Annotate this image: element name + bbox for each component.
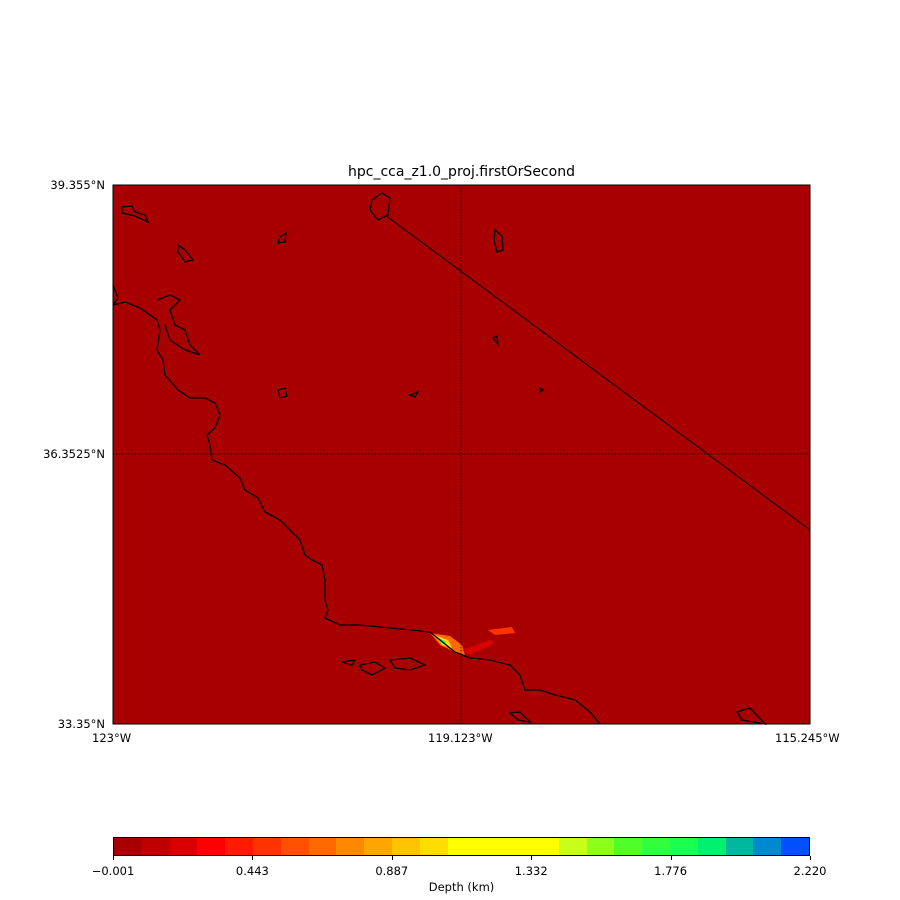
lat-tick-label: 33.35°N [57,717,105,731]
lon-tick-label: 119.123°W [428,731,493,745]
colorbar-segment [753,838,782,855]
colorbar-tick-label: 1.776 [654,864,688,878]
colorbar-segment [558,838,587,855]
colorbar-segment [447,838,476,855]
colorbar-segment [336,838,365,855]
colorbar-label: Depth (km) [428,880,495,894]
lat-tick-label: 36.3525°N [43,447,105,461]
lat-tick-label: 39.355°N [50,178,105,192]
colorbar-segment [197,838,226,855]
map-frame [112,184,811,725]
plot-title: hpc_cca_z1.0_proj.firstOrSecond [348,164,575,180]
colorbar-segment [642,838,670,855]
colorbar-segment [530,838,559,855]
colorbar-segment [252,838,281,855]
colorbar-segment [614,838,643,855]
colorbar-tick-label: 0.443 [235,864,269,878]
colorbar-segment [114,838,142,855]
colorbar-segment [475,838,504,855]
colorbar-segment [697,838,726,855]
colorbar-segment [308,838,337,855]
colorbar-segment [364,838,392,855]
colorbar-tick-mark [810,856,811,860]
map-background [113,185,810,724]
colorbar-segment [225,838,253,855]
colorbar-tick-mark [113,856,114,860]
lon-tick-label: 115.245°W [775,731,840,745]
coastline [112,192,767,725]
colorbar-segment [669,838,698,855]
colorbar [113,837,810,856]
colorbar-tick-label: 0.887 [375,864,409,878]
colorbar-segment [141,838,170,855]
colorbar-tick-mark [531,856,533,860]
colorbar-segment [503,838,531,855]
colorbar-segment [391,838,420,855]
colorbar-tick-label: 1.332 [514,864,548,878]
colorbar-tick-label: 2.220 [793,864,827,878]
colorbar-segment [781,838,809,855]
colorbar-segment [280,838,309,855]
colorbar-segment [169,838,198,855]
colorbar-segment [725,838,754,855]
colorbar-tick-mark [391,856,393,860]
colorbar-tick-mark [252,856,254,860]
colorbar-tick-label: −0.001 [91,864,135,878]
colorbar-segment [419,838,448,855]
lon-tick-label: 123°W [92,731,132,745]
colorbar-tick-mark [670,856,672,860]
state-border [384,214,811,531]
colorbar-segment [586,838,615,855]
